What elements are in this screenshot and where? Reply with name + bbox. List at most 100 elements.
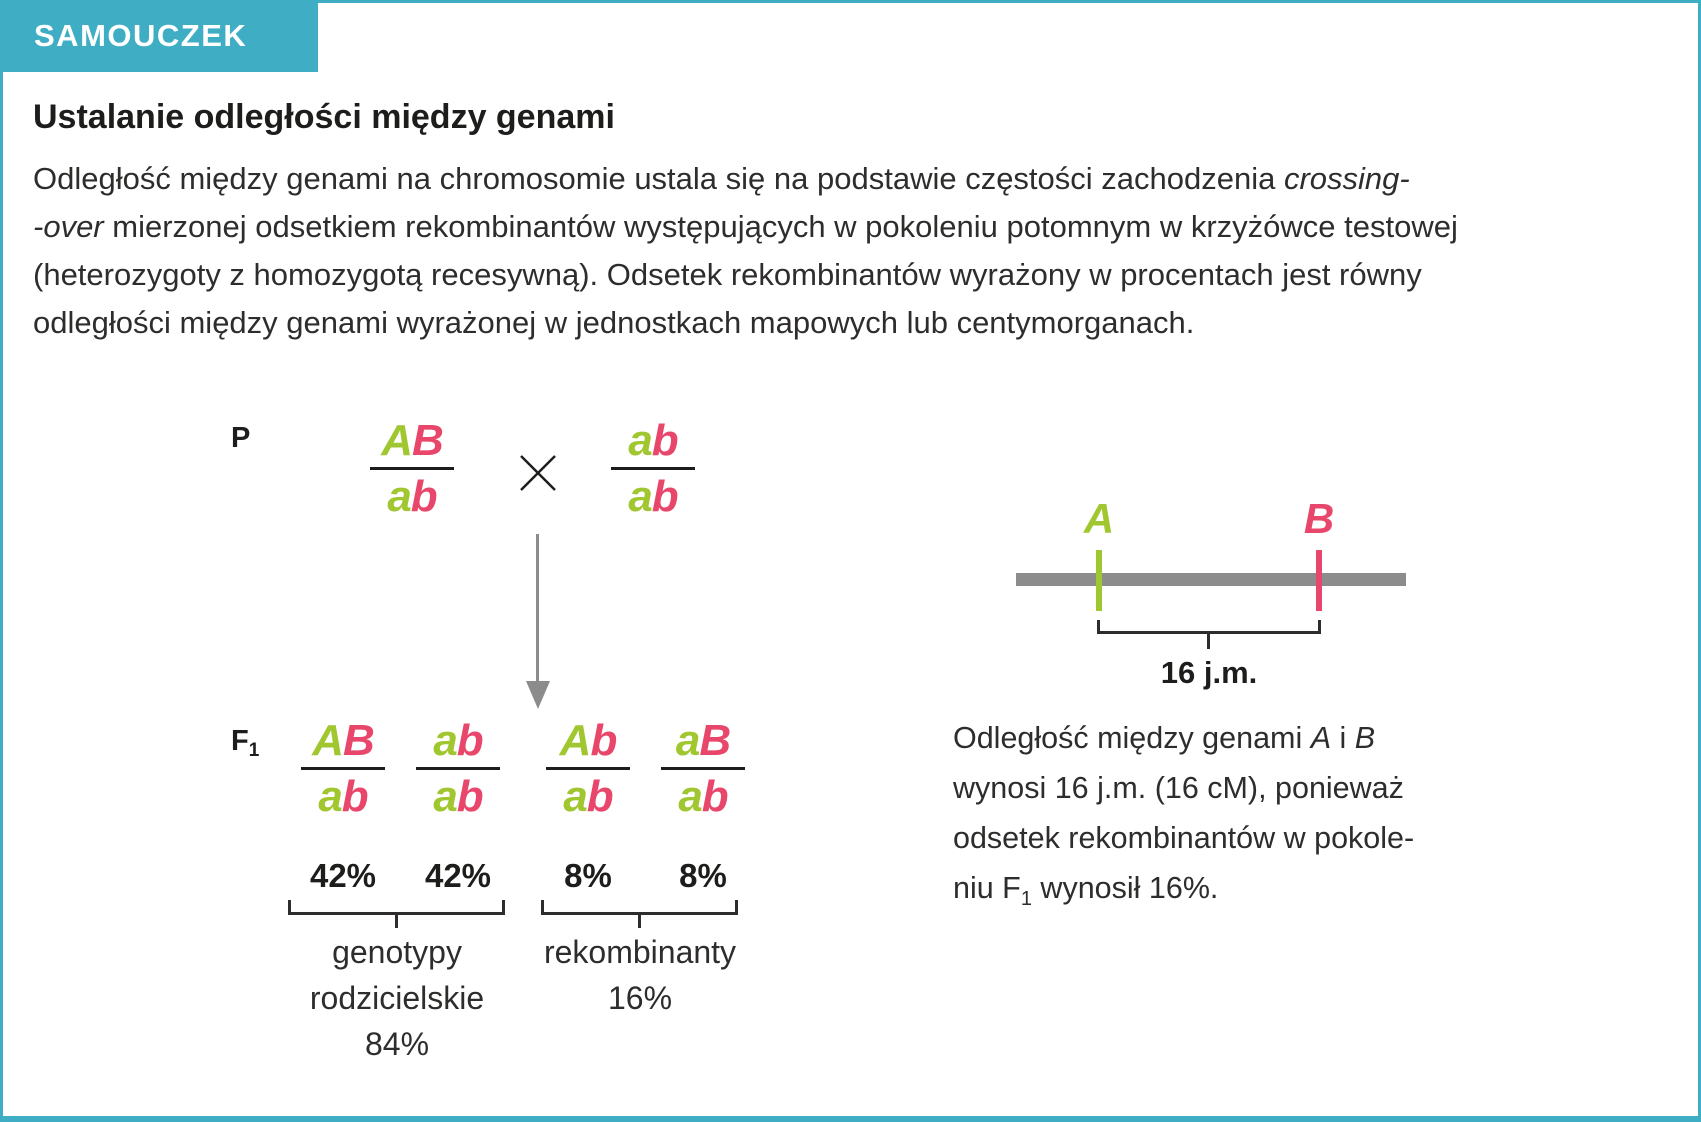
intro-line-4: odległości między genami wyrażonej w jed… (33, 305, 1195, 340)
caption-f1-subscript: 1 (1020, 888, 1032, 910)
fraction-bar (661, 767, 745, 770)
page-title: Ustalanie odległości między genami (33, 98, 615, 136)
caption-gene-b: B (1354, 721, 1376, 755)
percentage-value: 42% (424, 857, 492, 894)
fraction-bar (611, 467, 695, 470)
recombinant-percentage: 16% (607, 980, 673, 1016)
allele: B (412, 416, 444, 465)
f1-fraction-4: aB ab (653, 716, 753, 821)
allele: a (675, 716, 701, 765)
caption-gene-a: A (1310, 721, 1332, 755)
caption-text: i (1331, 721, 1355, 755)
caption-line-1: Odległość między genami A i B (953, 713, 1414, 763)
percentage-value: 8% (679, 857, 727, 894)
allele: b (410, 472, 438, 521)
allele: a (628, 472, 653, 521)
caption-line-3: odsetek rekombinantów w pokole- (953, 821, 1415, 855)
allele: b (651, 472, 679, 521)
allele: b (651, 416, 679, 465)
f1-fraction-2: ab ab (408, 716, 508, 821)
intro-italic-crossing: crossing- (1283, 161, 1410, 196)
allele: b (586, 772, 614, 821)
intro-line-2: -over mierzonej odsetkiem rekombinantów … (33, 203, 1458, 251)
percentage-value: 42% (309, 857, 377, 894)
intro-italic-over: -over (33, 209, 104, 244)
caption-text: wynosił 16%. (1031, 871, 1219, 905)
allele: A (559, 716, 592, 765)
fraction-denominator: ab (408, 772, 508, 821)
allele: b (701, 772, 729, 821)
allele: b (341, 772, 369, 821)
allele: b (590, 716, 617, 765)
brace-map-distance (1097, 620, 1321, 634)
caption-line-4: niu F1 wynosił 16%. (953, 863, 1414, 924)
gene-b-tick (1316, 550, 1322, 611)
parental-label-line: rodzicielskie (309, 980, 485, 1016)
gene-b-label: B (1303, 495, 1335, 542)
allele: a (628, 416, 653, 465)
fraction-bar (416, 767, 500, 770)
f1-subscript: 1 (248, 740, 260, 761)
fraction-numerator: AB (293, 716, 393, 765)
intro-text: Odległość między genami na chromosomie u… (33, 161, 1284, 196)
f1-letter: F (231, 725, 249, 757)
f1-fraction-3: Ab ab (538, 716, 638, 821)
allele: B (343, 716, 375, 765)
cross-icon (520, 455, 556, 491)
fraction-numerator: Ab (538, 716, 638, 765)
down-arrow-shaft (536, 534, 539, 681)
p-fraction-1: AB ab (362, 416, 462, 521)
allele: B (699, 716, 731, 765)
down-arrow-head-icon (526, 681, 550, 709)
intro-line-1: Odległość między genami na chromosomie u… (33, 155, 1458, 203)
p-generation-label: P (231, 422, 251, 454)
caption-text: Odległość między genami (953, 721, 1311, 755)
percentage-value: 8% (564, 857, 612, 894)
caption-line-2: wynosi 16 j.m. (16 cM), ponieważ (953, 771, 1404, 805)
parental-label-line: genotypy (332, 934, 462, 970)
gene-a-tick (1096, 550, 1102, 611)
gene-a-label: A (1083, 495, 1115, 542)
fraction-numerator: AB (362, 416, 462, 465)
fraction-bar (370, 467, 454, 470)
brace-map-distance-tick (1207, 633, 1210, 649)
allele: b (456, 716, 484, 765)
allele: a (563, 772, 588, 821)
badge-label: SAMOUCZEK (34, 18, 248, 53)
parental-percentage: 84% (364, 1026, 430, 1062)
intro-line-3: (heterozygoty z homozygotą recesywną). O… (33, 257, 1422, 292)
map-distance-label: 16 j.m. (1160, 655, 1258, 690)
fraction-bar (301, 767, 385, 770)
allele: a (387, 472, 412, 521)
caption-text: niu F (953, 871, 1021, 905)
fraction-denominator: ab (603, 472, 703, 521)
map-caption: Odległość między genami A i B wynosi 16 … (953, 713, 1414, 924)
recombinant-group-label: rekombinanty 16% (528, 929, 752, 1021)
allele: a (678, 772, 703, 821)
brace-parental-tick (395, 914, 398, 928)
brace-recombinant-tick (638, 914, 641, 928)
fraction-denominator: ab (293, 772, 393, 821)
f1-fraction-1: AB ab (293, 716, 393, 821)
parental-group-label: genotypy rodzicielskie 84% (295, 929, 499, 1067)
fraction-numerator: ab (408, 716, 508, 765)
badge-samouczek: SAMOUCZEK (3, 3, 318, 72)
intro-text: mierzonej odsetkiem rekombinantów występ… (103, 209, 1458, 244)
allele: a (433, 716, 458, 765)
intro-paragraph: Odległość między genami na chromosomie u… (33, 155, 1458, 347)
fraction-bar (546, 767, 630, 770)
fraction-denominator: ab (538, 772, 638, 821)
f1-generation-label: F1 (231, 725, 259, 762)
recombinant-label-line: rekombinanty (543, 934, 737, 970)
allele: a (318, 772, 343, 821)
chromosome-bar (1016, 573, 1406, 586)
fraction-numerator: aB (653, 716, 753, 765)
fraction-numerator: ab (603, 416, 703, 465)
p-fraction-2: ab ab (603, 416, 703, 521)
allele: b (456, 772, 484, 821)
allele: A (381, 416, 413, 465)
fraction-denominator: ab (653, 772, 753, 821)
allele: a (433, 772, 458, 821)
brace-recombinant (541, 900, 738, 915)
